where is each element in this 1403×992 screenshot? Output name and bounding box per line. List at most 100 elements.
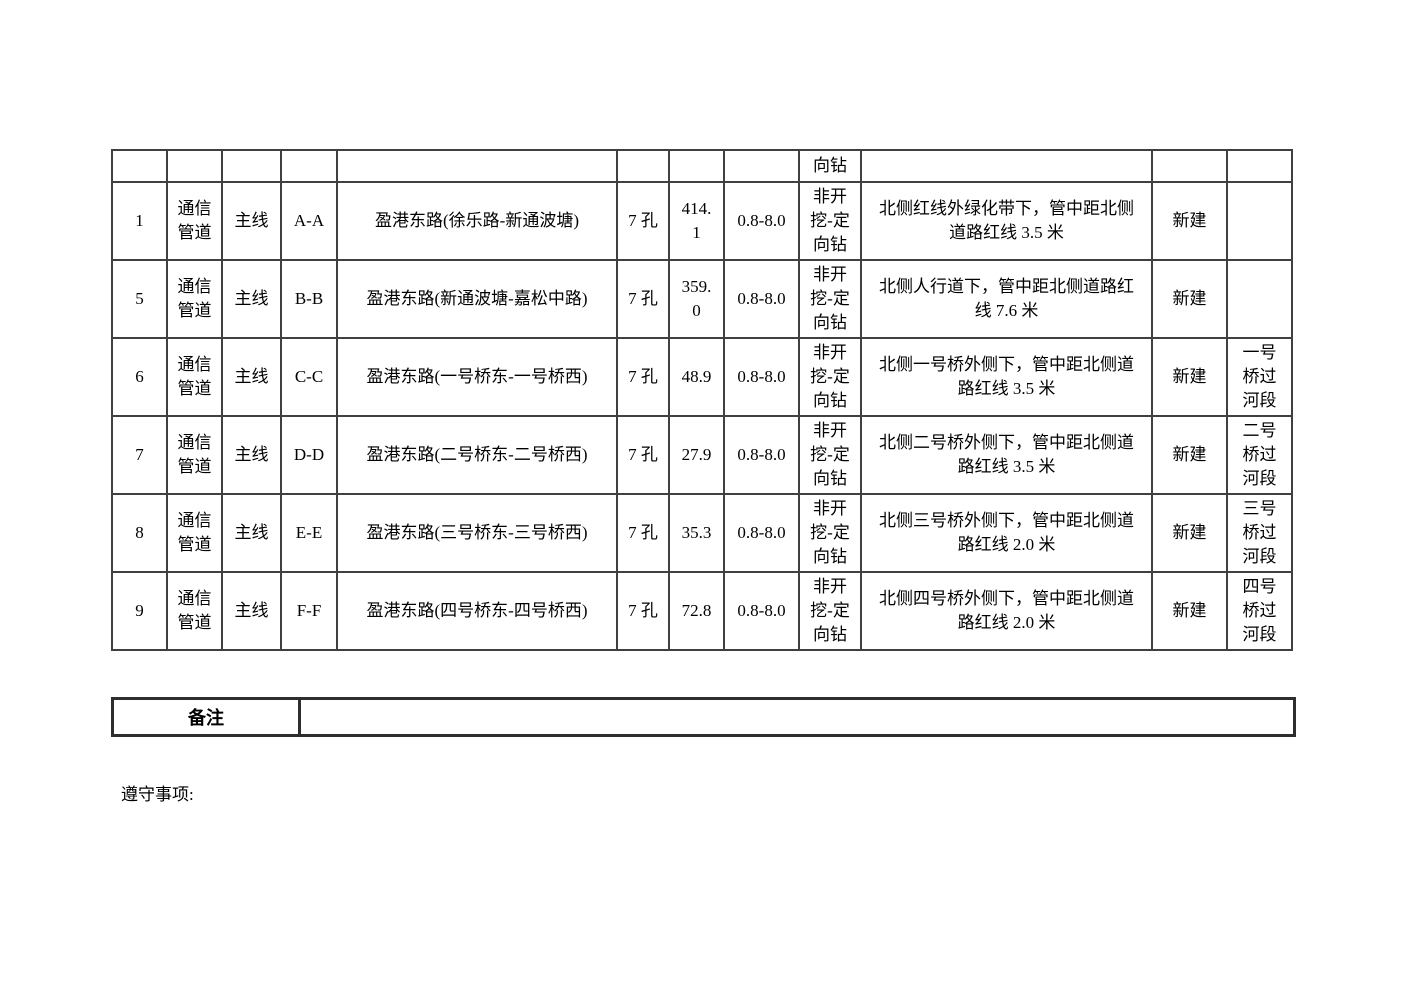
cell-type: 通信 管道 bbox=[166, 259, 223, 339]
cell-section: C-C bbox=[280, 337, 338, 417]
cell-method: 非开 挖-定 向钻 bbox=[798, 337, 862, 417]
cell-serial: 1 bbox=[111, 181, 168, 261]
length-value: 48.9 bbox=[681, 367, 712, 386]
cell-location: 北侧四号桥外侧下，管中距北侧道 路红线 2.0 米 bbox=[860, 571, 1153, 651]
cell-road: 盈港东路(新通波塘-嘉松中路) bbox=[336, 259, 618, 339]
cell-road: 盈港东路(一号桥东-一号桥西) bbox=[336, 337, 618, 417]
pipeline-table: 向钻 1 通信 管道 主线 A-A 盈港东路(徐乐路-新通波塘) 7 孔 414… bbox=[111, 149, 1293, 651]
cell-length: 72.8 bbox=[668, 571, 725, 651]
cell-status: 新建 bbox=[1151, 259, 1228, 339]
cell-road: 盈港东路(徐乐路-新通波塘) bbox=[336, 181, 618, 261]
cell-road: 盈港东路(三号桥东-三号桥西) bbox=[336, 493, 618, 573]
cell-remark bbox=[1226, 181, 1293, 261]
cell-length: 359.0 bbox=[668, 259, 725, 339]
cell-empty bbox=[860, 149, 1153, 183]
cell-remark: 一号 桥过 河段 bbox=[1226, 337, 1293, 417]
cell-road: 盈港东路(四号桥东-四号桥西) bbox=[336, 571, 618, 651]
cell-empty bbox=[668, 149, 725, 183]
cell-status: 新建 bbox=[1151, 337, 1228, 417]
cell-type: 通信 管道 bbox=[166, 337, 223, 417]
cell-length: 27.9 bbox=[668, 415, 725, 495]
length-value: 359.0 bbox=[681, 277, 712, 320]
remarks-box: 备注 bbox=[111, 697, 1296, 737]
cell-line: 主线 bbox=[221, 493, 282, 573]
cell-status: 新建 bbox=[1151, 493, 1228, 573]
cell-serial: 8 bbox=[111, 493, 168, 573]
cell-method: 非开 挖-定 向钻 bbox=[798, 571, 862, 651]
cell-length: 414.1 bbox=[668, 181, 725, 261]
cell-method: 非开 挖-定 向钻 bbox=[798, 415, 862, 495]
cell-remark bbox=[1226, 259, 1293, 339]
cell-empty bbox=[616, 149, 670, 183]
table-row: 8 通信 管道 主线 E-E 盈港东路(三号桥东-三号桥西) 7 孔 35.3 … bbox=[111, 493, 1293, 573]
footer-note: 遵守事项: bbox=[121, 785, 194, 804]
cell-depth: 0.8-8.0 bbox=[723, 493, 800, 573]
cell-section: A-A bbox=[280, 181, 338, 261]
cell-line: 主线 bbox=[221, 259, 282, 339]
cell-depth: 0.8-8.0 bbox=[723, 337, 800, 417]
cell-line: 主线 bbox=[221, 337, 282, 417]
cell-method: 非开 挖-定 向钻 bbox=[798, 259, 862, 339]
table-row: 1 通信 管道 主线 A-A 盈港东路(徐乐路-新通波塘) 7 孔 414.1 … bbox=[111, 181, 1293, 261]
cell-empty bbox=[1151, 149, 1228, 183]
cell-empty bbox=[166, 149, 223, 183]
cell-depth: 0.8-8.0 bbox=[723, 181, 800, 261]
cell-location: 北侧二号桥外侧下，管中距北侧道 路红线 3.5 米 bbox=[860, 415, 1153, 495]
cell-serial: 5 bbox=[111, 259, 168, 339]
cell-section: B-B bbox=[280, 259, 338, 339]
cell-remark: 二号 桥过 河段 bbox=[1226, 415, 1293, 495]
cell-empty bbox=[280, 149, 338, 183]
cell-remark: 三号 桥过 河段 bbox=[1226, 493, 1293, 573]
cell-section: E-E bbox=[280, 493, 338, 573]
cell-depth: 0.8-8.0 bbox=[723, 571, 800, 651]
cell-holes: 7 孔 bbox=[616, 337, 670, 417]
cell-holes: 7 孔 bbox=[616, 415, 670, 495]
cell-empty bbox=[336, 149, 618, 183]
cell-holes: 7 孔 bbox=[616, 493, 670, 573]
table-row: 9 通信 管道 主线 F-F 盈港东路(四号桥东-四号桥西) 7 孔 72.8 … bbox=[111, 571, 1293, 651]
cell-holes: 7 孔 bbox=[616, 181, 670, 261]
cell-section: F-F bbox=[280, 571, 338, 651]
cell-depth: 0.8-8.0 bbox=[723, 259, 800, 339]
cell-remark: 四号 桥过 河段 bbox=[1226, 571, 1293, 651]
cell-location: 北侧红线外绿化带下，管中距北侧 道路红线 3.5 米 bbox=[860, 181, 1153, 261]
length-value: 27.9 bbox=[681, 445, 712, 464]
cell-empty bbox=[723, 149, 800, 183]
table-row: 5 通信 管道 主线 B-B 盈港东路(新通波塘-嘉松中路) 7 孔 359.0… bbox=[111, 259, 1293, 339]
table-row: 6 通信 管道 主线 C-C 盈港东路(一号桥东-一号桥西) 7 孔 48.9 … bbox=[111, 337, 1293, 417]
cell-empty bbox=[1226, 149, 1293, 183]
cell-location: 北侧人行道下，管中距北侧道路红 线 7.6 米 bbox=[860, 259, 1153, 339]
cell-line: 主线 bbox=[221, 571, 282, 651]
table-row-carryover: 向钻 bbox=[111, 149, 1293, 183]
cell-holes: 7 孔 bbox=[616, 571, 670, 651]
cell-type: 通信 管道 bbox=[166, 415, 223, 495]
cell-location: 北侧一号桥外侧下，管中距北侧道 路红线 3.5 米 bbox=[860, 337, 1153, 417]
cell-status: 新建 bbox=[1151, 415, 1228, 495]
cell-road: 盈港东路(二号桥东-二号桥西) bbox=[336, 415, 618, 495]
cell-type: 通信 管道 bbox=[166, 181, 223, 261]
table-row: 7 通信 管道 主线 D-D 盈港东路(二号桥东-二号桥西) 7 孔 27.9 … bbox=[111, 415, 1293, 495]
cell-line: 主线 bbox=[221, 181, 282, 261]
cell-line: 主线 bbox=[221, 415, 282, 495]
cell-serial: 9 bbox=[111, 571, 168, 651]
remarks-label: 备注 bbox=[111, 697, 301, 737]
cell-serial: 6 bbox=[111, 337, 168, 417]
remarks-value bbox=[298, 697, 1296, 737]
cell-empty bbox=[221, 149, 282, 183]
cell-method-tail: 向钻 bbox=[798, 149, 862, 183]
cell-section: D-D bbox=[280, 415, 338, 495]
cell-serial: 7 bbox=[111, 415, 168, 495]
cell-holes: 7 孔 bbox=[616, 259, 670, 339]
length-value: 35.3 bbox=[681, 523, 712, 542]
cell-location: 北侧三号桥外侧下，管中距北侧道 路红线 2.0 米 bbox=[860, 493, 1153, 573]
cell-length: 35.3 bbox=[668, 493, 725, 573]
remarks-row: 备注 bbox=[111, 697, 1296, 737]
cell-status: 新建 bbox=[1151, 571, 1228, 651]
cell-type: 通信 管道 bbox=[166, 571, 223, 651]
cell-method: 非开 挖-定 向钻 bbox=[798, 493, 862, 573]
cell-depth: 0.8-8.0 bbox=[723, 415, 800, 495]
cell-length: 48.9 bbox=[668, 337, 725, 417]
cell-status: 新建 bbox=[1151, 181, 1228, 261]
cell-type: 通信 管道 bbox=[166, 493, 223, 573]
